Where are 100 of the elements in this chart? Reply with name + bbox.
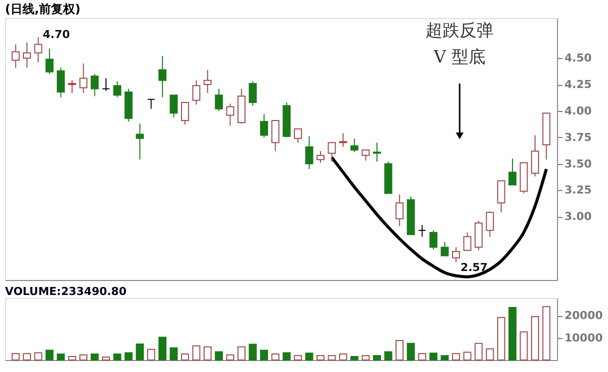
bar <box>204 346 212 360</box>
candlestick <box>316 150 325 164</box>
candlestick <box>158 56 166 98</box>
bar <box>226 354 234 360</box>
bar <box>147 348 156 360</box>
bar <box>406 342 415 360</box>
bar <box>542 306 550 360</box>
candlestick <box>181 102 190 126</box>
bar <box>237 346 246 360</box>
candlestick <box>79 62 88 94</box>
bar <box>113 354 122 360</box>
annotation: 4.70 <box>42 28 70 42</box>
bar <box>305 352 314 360</box>
candlestick <box>486 210 494 238</box>
candlestick <box>463 232 472 251</box>
candlestick <box>339 132 348 148</box>
candlestick <box>328 142 336 162</box>
bar <box>429 352 438 360</box>
chart-title: (日线,前复权) <box>5 2 81 16</box>
candlestick <box>508 158 516 186</box>
candlestick <box>372 142 381 162</box>
y-tick-label: 20000 <box>564 309 604 322</box>
candlestick <box>90 73 99 97</box>
annotation: V 型底 <box>432 47 486 68</box>
candlestick <box>102 78 110 92</box>
bar <box>520 331 528 360</box>
bar <box>384 351 392 360</box>
bar <box>294 355 302 360</box>
bar <box>497 316 506 360</box>
candlestick <box>46 48 54 74</box>
candlestick <box>34 36 42 63</box>
bar <box>22 353 31 360</box>
bar <box>474 342 483 360</box>
candlestick <box>294 128 302 144</box>
candlestick <box>440 241 449 256</box>
chart-title: VOLUME:233490.80 <box>5 285 127 298</box>
bar <box>463 352 472 360</box>
bar <box>68 356 76 360</box>
bar <box>158 336 166 360</box>
bar <box>328 355 336 360</box>
bar <box>396 340 404 360</box>
bar <box>260 350 268 360</box>
bar <box>181 354 190 360</box>
bar <box>362 355 370 360</box>
bar <box>271 354 280 360</box>
candlestick <box>170 94 178 118</box>
bar <box>102 356 110 360</box>
candlestick <box>204 69 212 94</box>
candlestick <box>226 103 234 126</box>
y-tick-label: 3.00 <box>564 210 592 224</box>
bar <box>508 307 516 360</box>
candlestick <box>305 136 314 170</box>
y-tick-label: 3.50 <box>564 157 592 170</box>
y-tick-label: 4.25 <box>564 78 592 92</box>
bar <box>124 352 133 360</box>
bar <box>316 355 325 360</box>
bar <box>79 354 88 360</box>
bar <box>12 353 20 360</box>
candlestick <box>452 246 460 263</box>
bar <box>34 352 42 360</box>
candlestick <box>147 98 156 110</box>
bar <box>56 354 65 360</box>
candlestick <box>248 80 257 106</box>
y-tick-label: 3.25 <box>564 184 592 197</box>
bar <box>486 348 494 360</box>
bar <box>248 344 257 360</box>
bar <box>90 354 99 360</box>
bar <box>170 347 178 360</box>
annotation: 2.57 <box>460 261 488 274</box>
candlestick <box>214 88 223 112</box>
candlestick <box>362 150 370 162</box>
candlestick <box>12 44 20 68</box>
candlestick <box>418 224 426 238</box>
bar <box>214 351 223 360</box>
candlestick <box>396 194 404 227</box>
candlestick <box>350 138 358 153</box>
bar <box>46 350 54 360</box>
bar <box>418 353 426 360</box>
candlestick <box>271 120 280 152</box>
bar <box>452 353 460 360</box>
y-tick-label: 10000 <box>564 331 604 344</box>
y-tick-label: 3.75 <box>564 130 592 144</box>
y-tick-label: 4.50 <box>564 52 592 65</box>
bar <box>339 354 348 360</box>
candlestick <box>136 123 144 160</box>
candlestick <box>531 134 540 177</box>
candlestick <box>22 42 31 68</box>
candlestick <box>429 230 438 250</box>
candlestick <box>260 114 268 138</box>
bar <box>440 355 449 360</box>
bar <box>282 352 291 360</box>
bar <box>531 316 540 360</box>
y-tick-label: 4.00 <box>564 104 592 118</box>
candlestick <box>497 180 506 213</box>
candlestick <box>56 67 65 98</box>
bar <box>192 345 200 360</box>
candlestick <box>192 80 200 106</box>
bar <box>372 355 381 360</box>
candlestick <box>68 80 76 94</box>
line-series <box>330 156 548 278</box>
